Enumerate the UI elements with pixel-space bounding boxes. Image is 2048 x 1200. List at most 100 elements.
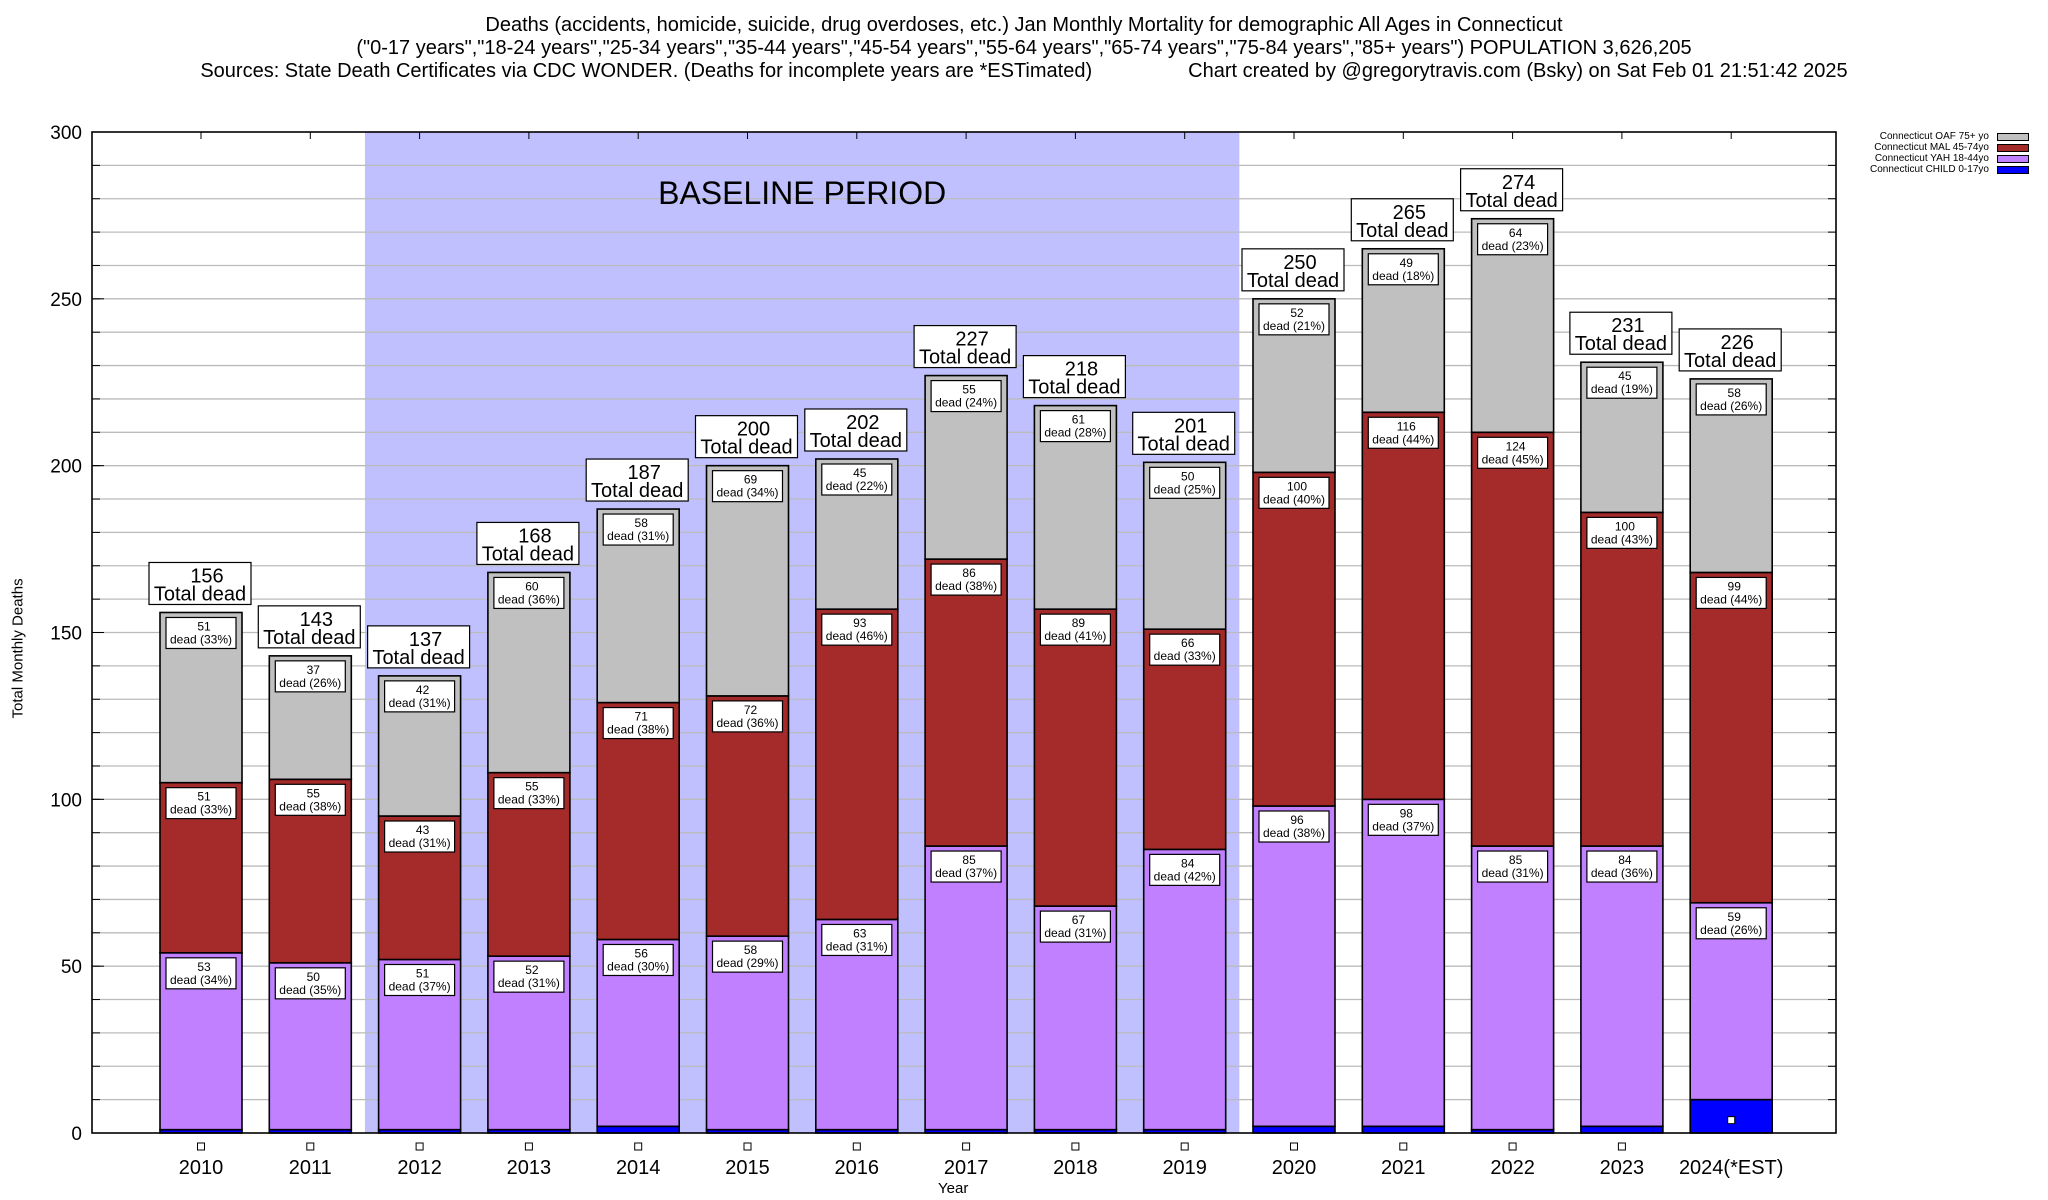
total-text-label: Total dead xyxy=(1465,190,1557,212)
total-label-box xyxy=(148,561,252,606)
segment-label-box xyxy=(1476,223,1549,256)
chart-source-line: Sources: State Death Certificates via CD… xyxy=(0,60,2048,83)
segment-value-label: 60 xyxy=(525,579,539,593)
segment-value-label: 86 xyxy=(962,566,976,580)
x-tick-label: 2023 xyxy=(1600,1157,1645,1179)
point-marker xyxy=(306,1142,315,1151)
segment-pct-label: dead (26%) xyxy=(1700,923,1762,937)
segment-value-label: 45 xyxy=(853,466,867,480)
total-label-box xyxy=(1132,411,1236,455)
total-label-box xyxy=(257,605,361,649)
x-tick-label: 2019 xyxy=(1162,1157,1207,1179)
total-value-label: 168 xyxy=(518,525,551,547)
segment-pct-label: dead (46%) xyxy=(826,629,888,643)
segment-label-box xyxy=(602,513,674,546)
total-label-box xyxy=(367,625,471,669)
segment-label-box xyxy=(165,787,237,820)
x-tick-label: 2011 xyxy=(289,1157,332,1179)
segment-value-label: 96 xyxy=(1290,813,1304,827)
segment-pct-label: dead (31%) xyxy=(1482,866,1544,880)
segment-label-box xyxy=(493,576,565,610)
segment-value-label: 98 xyxy=(1400,806,1414,820)
segment-value-label: 58 xyxy=(744,943,758,957)
segment-label-box xyxy=(1258,303,1330,336)
segment-pct-label: dead (30%) xyxy=(607,959,669,973)
legend-swatch xyxy=(1996,154,2029,163)
segment-pct-label: dead (31%) xyxy=(389,696,451,710)
segment-pct-label: dead (33%) xyxy=(170,632,232,646)
x-tick-label: 2022 xyxy=(1490,1157,1535,1179)
bar-segment xyxy=(1361,411,1446,801)
segment-value-label: 84 xyxy=(1181,856,1195,870)
segment-value-label: 84 xyxy=(1618,853,1632,867)
bar-segment xyxy=(596,701,681,941)
baseline-period-label: BASELINE PERIOD xyxy=(658,175,946,211)
total-value-label: 201 xyxy=(1174,415,1207,437)
segment-pct-label: dead (26%) xyxy=(279,676,341,690)
total-value-label: 137 xyxy=(409,629,442,651)
bar-segment xyxy=(1252,471,1336,807)
total-label-box xyxy=(1241,248,1345,292)
y-axis-label: Total Monthly Deaths xyxy=(9,578,27,719)
y-tick-label: 100 xyxy=(50,790,82,811)
segment-pct-label: dead (33%) xyxy=(1154,649,1216,663)
segment-label-box xyxy=(1586,516,1658,549)
total-label-box xyxy=(476,521,580,566)
chart-source: Sources: State Death Certificates via CD… xyxy=(200,60,1093,82)
total-label-box xyxy=(1569,311,1673,355)
segment-value-label: 51 xyxy=(416,966,430,980)
segment-value-label: 59 xyxy=(1728,910,1742,924)
segment-pct-label: dead (31%) xyxy=(826,939,888,953)
segment-pct-label: dead (35%) xyxy=(279,983,341,997)
segment-label-box xyxy=(711,470,784,503)
point-marker xyxy=(415,1142,424,1151)
bar-segment xyxy=(1361,1125,1446,1134)
point-marker xyxy=(1071,1142,1080,1151)
segment-value-label: 61 xyxy=(1072,413,1086,427)
segment-pct-label: dead (44%) xyxy=(1372,432,1434,446)
point-marker xyxy=(962,1142,971,1151)
chart-subtitle: ("0-17 years","18-24 years","25-34 years… xyxy=(356,37,1692,59)
segment-pct-label: dead (19%) xyxy=(1591,382,1653,396)
total-label-box xyxy=(1678,328,1782,372)
total-value-label: 250 xyxy=(1283,252,1316,274)
segment-label-box xyxy=(930,850,1002,883)
legend: Connecticut OAF 75+ yo Connecticut MAL 45… xyxy=(1870,131,2029,175)
segment-label-box xyxy=(274,783,346,816)
segment-value-label: 100 xyxy=(1615,519,1635,533)
segment-value-label: 89 xyxy=(1072,616,1086,630)
total-text-label: Total dead xyxy=(700,437,792,459)
segment-label-box xyxy=(1367,803,1439,836)
total-label-box xyxy=(694,415,799,459)
segment-label-box xyxy=(1149,466,1221,499)
segment-value-label: 72 xyxy=(744,703,758,717)
segment-pct-label: dead (31%) xyxy=(1044,926,1106,940)
segment-pct-label: dead (44%) xyxy=(1700,592,1762,606)
total-text-label: Total dead xyxy=(1138,433,1230,455)
segment-value-label: 52 xyxy=(1290,306,1304,320)
point-marker xyxy=(197,1142,205,1151)
x-tick-label: 2016 xyxy=(835,1157,880,1179)
segment-pct-label: dead (18%) xyxy=(1372,269,1434,283)
point-marker xyxy=(1180,1142,1189,1151)
segment-label-box xyxy=(165,616,237,650)
segment-value-label: 93 xyxy=(853,616,867,630)
bar-segment xyxy=(814,608,899,921)
segment-pct-label: dead (40%) xyxy=(1263,492,1325,506)
total-label-box xyxy=(1350,198,1454,242)
segment-label-box xyxy=(930,563,1002,596)
total-text-label: Total dead xyxy=(919,347,1011,369)
point-marker xyxy=(1617,1142,1626,1151)
segment-label-box xyxy=(1258,810,1330,843)
segment-pct-label: dead (33%) xyxy=(498,793,560,807)
bar-segment xyxy=(1580,845,1664,1128)
total-value-label: 227 xyxy=(955,329,988,351)
segment-label-box xyxy=(1039,613,1112,646)
total-text-label: Total dead xyxy=(263,627,355,649)
total-text-label: Total dead xyxy=(1684,350,1776,372)
segment-pct-label: dead (24%) xyxy=(935,396,997,410)
segment-value-label: 58 xyxy=(1728,386,1742,400)
segment-value-label: 64 xyxy=(1509,226,1523,240)
segment-value-label: 52 xyxy=(525,963,539,977)
segment-value-label: 85 xyxy=(962,853,976,867)
